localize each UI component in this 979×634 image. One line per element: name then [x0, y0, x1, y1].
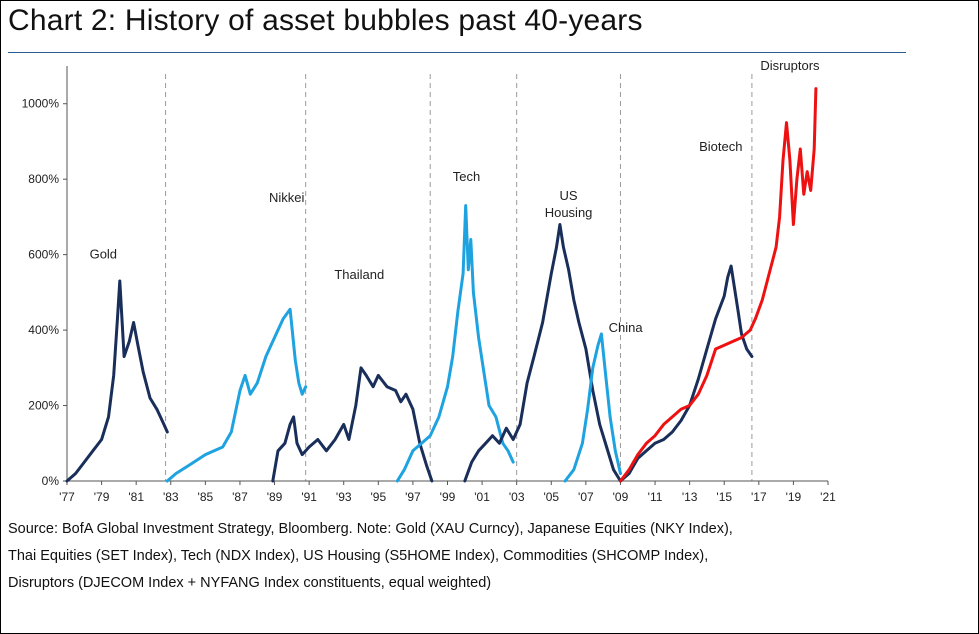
x-tick-label-4: '85: [198, 490, 214, 504]
source-line-3: Disruptors (DJECOM Index + NYFANG Index …: [8, 575, 492, 591]
source-line-1: Source: BofA Global Investment Strategy,…: [8, 521, 733, 537]
x-tick-label-15: '07: [578, 490, 594, 504]
annotation-china: China: [609, 320, 644, 335]
annotation-nikkei: Nikkei: [269, 190, 305, 205]
annotation-disruptors: Disruptors: [760, 58, 820, 73]
y-tick-label-0: 0%: [42, 474, 60, 488]
source-note: Source: BofA Global Investment Strategy,…: [8, 516, 968, 597]
x-tick-label-6: '89: [267, 490, 283, 504]
series-line-china: [563, 332, 622, 483]
chart-title: Chart 2: History of asset bubbles past 4…: [8, 4, 643, 37]
x-tick-label-5: '87: [232, 490, 248, 504]
x-tick-label-11: '99: [440, 490, 456, 504]
series-line-nikkei: [165, 307, 308, 483]
x-tick-label-10: '97: [405, 490, 421, 504]
x-tick-label-12: '01: [474, 490, 490, 504]
series-line-us-housing: [463, 223, 622, 483]
series-line-gold: [65, 279, 169, 483]
y-tick-label-2: 400%: [28, 323, 59, 337]
x-tick-label-7: '91: [301, 490, 317, 504]
series-line-biotech: [619, 264, 754, 483]
x-tick-label-3: '83: [163, 490, 179, 504]
x-tick-label-1: '79: [94, 490, 110, 504]
x-tick-label-0: '77: [59, 490, 75, 504]
annotation-biotech: Biotech: [699, 139, 742, 154]
annotation-us: US: [560, 188, 578, 203]
x-tick-label-21: '19: [786, 490, 802, 504]
x-tick-label-17: '11: [648, 490, 663, 504]
series-line-tech: [395, 204, 515, 483]
x-tick-label-14: '05: [543, 490, 559, 504]
annotation-tech: Tech: [453, 169, 480, 184]
x-tick-label-2: '81: [128, 490, 144, 504]
series-line-disruptors: [619, 87, 818, 483]
x-tick-label-8: '93: [336, 490, 352, 504]
x-tick-label-9: '95: [370, 490, 386, 504]
series-line-thailand: [271, 366, 434, 483]
y-tick-label-3: 600%: [28, 248, 59, 262]
annotation-thailand: Thailand: [334, 267, 384, 282]
y-tick-label-1: 200%: [28, 399, 59, 413]
source-line-2: Thai Equities (SET Index), Tech (NDX Ind…: [8, 548, 709, 564]
title-rule: [8, 52, 906, 53]
y-tick-label-4: 800%: [28, 172, 59, 186]
x-tick-label-18: '13: [682, 490, 698, 504]
chart-plot: 0% 200% 400% 600% 800% 1000% '77 '79 '81 '83 '85 '8…: [22, 58, 837, 504]
annotation-housing: Housing: [545, 205, 593, 220]
x-tick-label-19: '15: [716, 490, 732, 504]
x-tick-label-16: '09: [613, 490, 629, 504]
x-tick-label-20: '17: [751, 490, 767, 504]
x-tick-label-13: '03: [509, 490, 525, 504]
x-tick-label-22: '21: [820, 490, 836, 504]
y-tick-label-5: 1000%: [22, 97, 60, 111]
annotation-gold: Gold: [90, 246, 117, 261]
